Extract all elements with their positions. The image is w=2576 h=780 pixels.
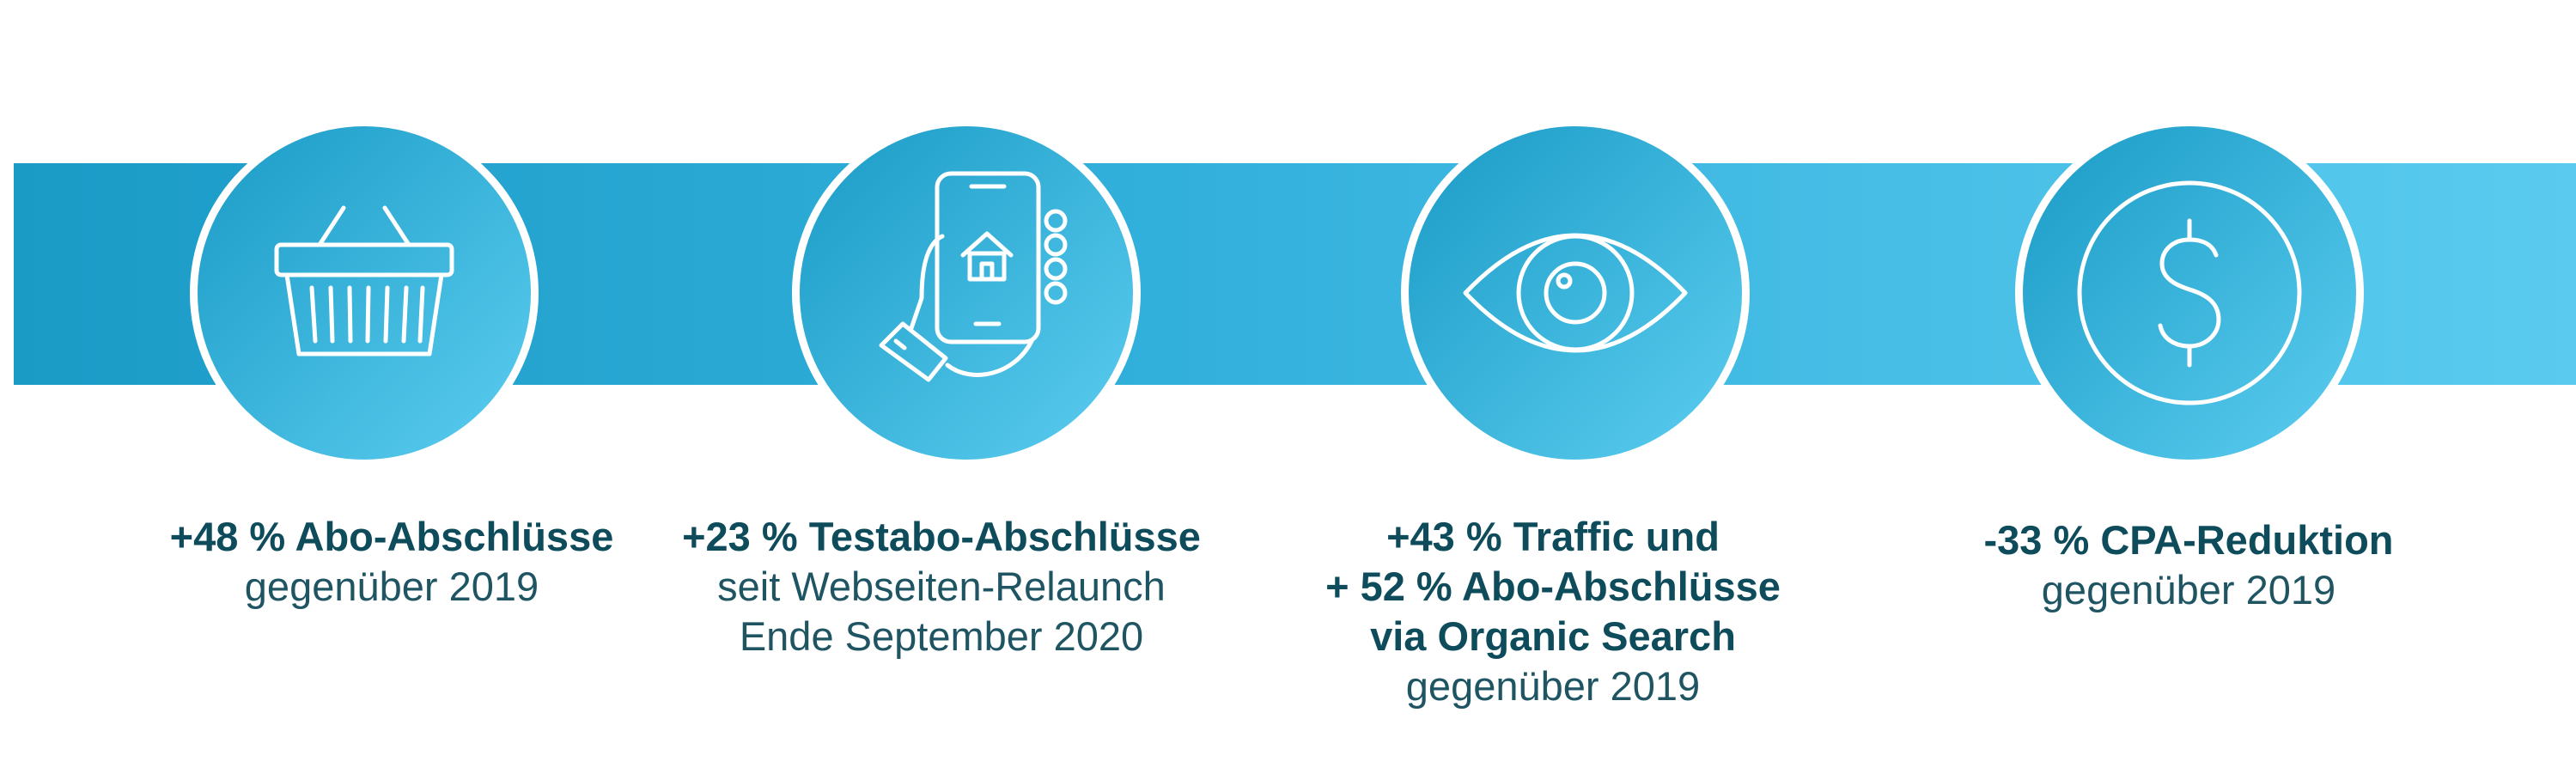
stat-headline: +48 % Abo-Abschlüsse bbox=[169, 514, 614, 559]
smartphone-hand-icon bbox=[879, 171, 1068, 382]
stat-subtitle: gegenüber 2019 bbox=[2041, 567, 2336, 612]
stat-headline: +23 % Testabo-Abschlüsse bbox=[682, 514, 1201, 559]
stat-subtitle-line-1: seit Webseiten-Relaunch bbox=[717, 564, 1166, 609]
stat-subtitle: gegenüber 2019 bbox=[1405, 663, 1701, 709]
stat-subtitle: gegenüber 2019 bbox=[244, 564, 539, 609]
stat-headline-line-2: + 52 % Abo-Abschlüsse bbox=[1325, 564, 1781, 609]
dollar-icon-circle bbox=[2015, 119, 2364, 467]
dollar-icon bbox=[2077, 180, 2302, 405]
eye-icon bbox=[1463, 233, 1688, 353]
stat-traffic-organic-search: +43 % Traffic und + 52 % Abo-Abschlüsse … bbox=[1278, 512, 1828, 711]
eye-icon-circle bbox=[1401, 119, 1750, 467]
stat-abo-abschluesse: +48 % Abo-Abschlüsse gegenüber 2019 bbox=[117, 512, 667, 612]
stat-testabo-abschluesse: +23 % Testabo-Abschlüsse seit Webseiten-… bbox=[667, 512, 1216, 661]
stat-headline: -33 % CPA-Reduktion bbox=[1983, 517, 2394, 563]
stat-subtitle-line-2: Ende September 2020 bbox=[739, 613, 1144, 659]
basket-icon-circle bbox=[190, 119, 539, 467]
stat-headline-line-3: via Organic Search bbox=[1370, 613, 1736, 659]
smartphone-hand-icon-circle bbox=[792, 119, 1141, 467]
basket-icon bbox=[274, 205, 454, 356]
stat-cpa-reduktion: -33 % CPA-Reduktion gegenüber 2019 bbox=[1914, 515, 2463, 615]
stat-headline-line-1: +43 % Traffic und bbox=[1386, 514, 1720, 559]
